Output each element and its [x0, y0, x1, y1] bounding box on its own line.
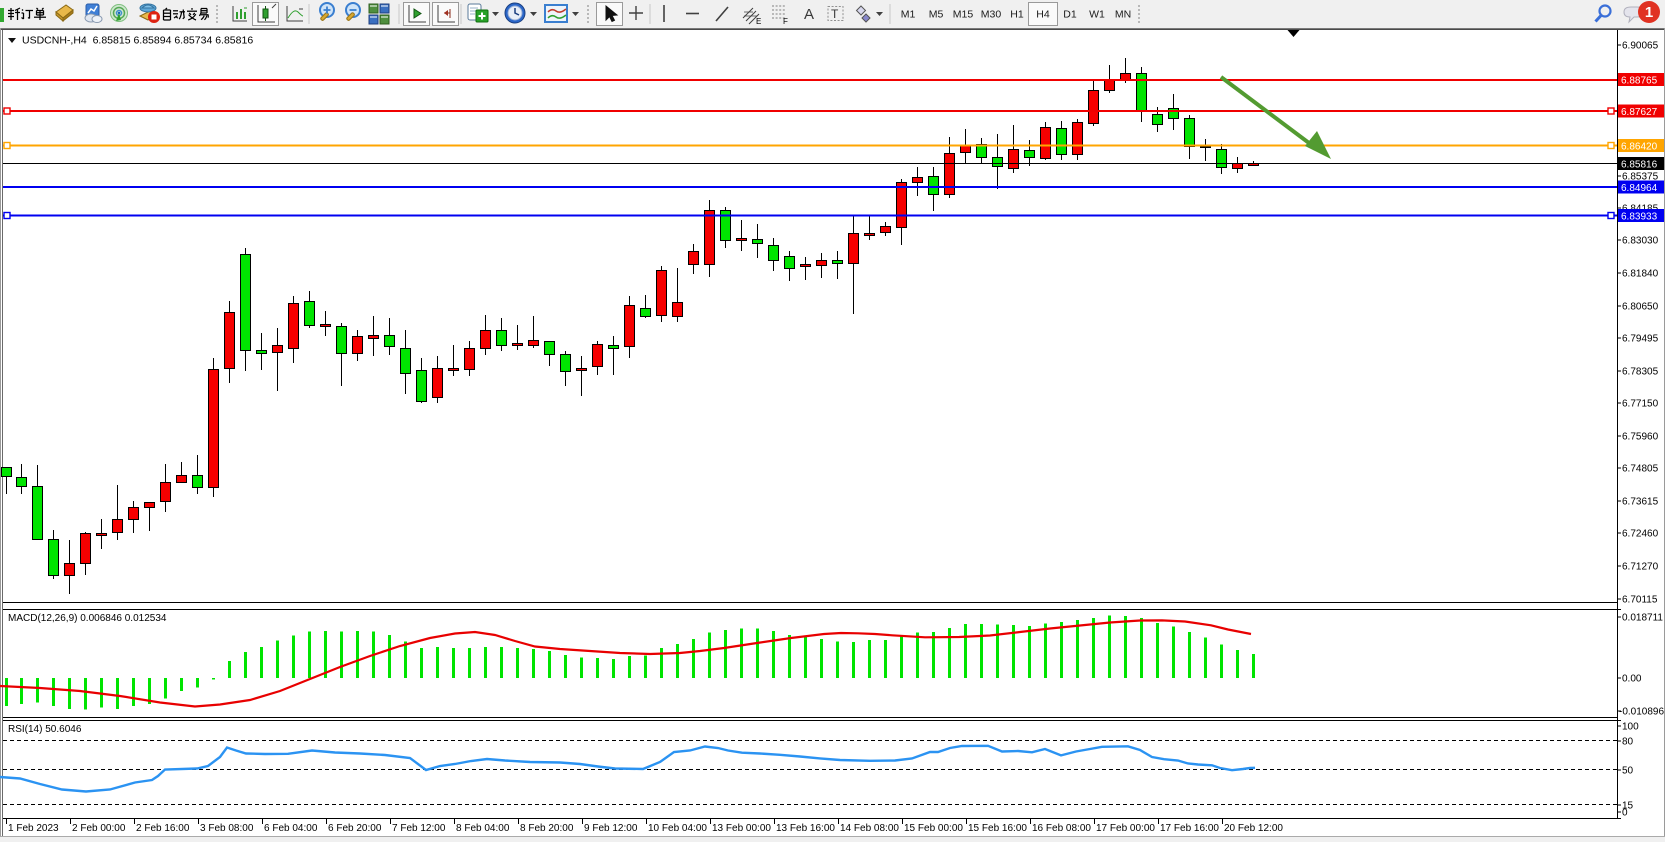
svg-text:6.87627: 6.87627 [1621, 107, 1658, 118]
svg-text:6.84964: 6.84964 [1621, 183, 1658, 194]
svg-text:MACD(12,26,9) 0.006846 0.01253: MACD(12,26,9) 0.006846 0.012534 [8, 613, 167, 624]
svg-text:6.83030: 6.83030 [1622, 236, 1659, 247]
svg-text:80: 80 [1622, 737, 1634, 748]
svg-text:3 Feb 08:00: 3 Feb 08:00 [200, 823, 254, 834]
svg-text:1: 1 [1645, 4, 1653, 21]
svg-text:W1: W1 [1089, 9, 1105, 21]
svg-text:15 Feb 00:00: 15 Feb 00:00 [904, 823, 963, 834]
svg-text:6.80650: 6.80650 [1622, 302, 1659, 313]
svg-text:6.79495: 6.79495 [1622, 334, 1659, 345]
svg-text:2 Feb 16:00: 2 Feb 16:00 [136, 823, 190, 834]
svg-text:13 Feb 00:00: 13 Feb 00:00 [712, 823, 771, 834]
svg-text:6.86420: 6.86420 [1621, 142, 1658, 153]
svg-text:2 Feb 00:00: 2 Feb 00:00 [72, 823, 126, 834]
svg-text:6.90065: 6.90065 [1622, 41, 1659, 52]
svg-text:6.75960: 6.75960 [1622, 432, 1659, 443]
svg-text:M15: M15 [953, 9, 974, 21]
svg-text:M30: M30 [981, 9, 1002, 21]
svg-text:M1: M1 [901, 9, 916, 21]
svg-text:6.88765: 6.88765 [1621, 76, 1658, 87]
svg-text:15 Feb 16:00: 15 Feb 16:00 [968, 823, 1027, 834]
svg-text:0.00: 0.00 [1622, 674, 1642, 685]
svg-text:6.77150: 6.77150 [1622, 399, 1659, 410]
svg-text:16 Feb 08:00: 16 Feb 08:00 [1032, 823, 1091, 834]
svg-text:6.83933: 6.83933 [1621, 212, 1658, 223]
svg-text:USDCNH-,H4 6.85815 6.85894 6.: USDCNH-,H4 6.85815 6.85894 6.85734 6.858… [22, 35, 253, 47]
svg-text:6.71270: 6.71270 [1622, 562, 1659, 573]
svg-text:A: A [804, 6, 814, 23]
svg-text:50: 50 [1622, 766, 1634, 777]
svg-text:-0.010896: -0.010896 [1619, 707, 1664, 718]
svg-text:1 Feb 2023: 1 Feb 2023 [8, 823, 59, 834]
svg-text:8 Feb 20:00: 8 Feb 20:00 [520, 823, 574, 834]
svg-text:6 Feb 04:00: 6 Feb 04:00 [264, 823, 318, 834]
svg-text:6.78305: 6.78305 [1622, 367, 1659, 378]
svg-text:20 Feb 12:00: 20 Feb 12:00 [1224, 823, 1283, 834]
svg-text:6.72460: 6.72460 [1622, 529, 1659, 540]
svg-text:6.74805: 6.74805 [1622, 464, 1659, 475]
svg-text:E: E [756, 17, 761, 26]
svg-text:100: 100 [1622, 722, 1639, 733]
svg-text:6 Feb 20:00: 6 Feb 20:00 [328, 823, 382, 834]
svg-text:15: 15 [1622, 801, 1634, 812]
svg-text:M5: M5 [929, 9, 944, 21]
svg-text:T: T [831, 7, 839, 21]
svg-text:17 Feb 00:00: 17 Feb 00:00 [1096, 823, 1155, 834]
svg-text:13 Feb 16:00: 13 Feb 16:00 [776, 823, 835, 834]
svg-text:F: F [783, 17, 788, 26]
svg-text:6.85816: 6.85816 [1621, 160, 1658, 171]
svg-text:H1: H1 [1010, 9, 1024, 21]
svg-text:9 Feb 12:00: 9 Feb 12:00 [584, 823, 638, 834]
svg-text:MN: MN [1115, 9, 1131, 21]
svg-text:0.018711: 0.018711 [1622, 613, 1663, 624]
svg-text:0: 0 [1622, 808, 1628, 819]
svg-text:17 Feb 16:00: 17 Feb 16:00 [1160, 823, 1219, 834]
svg-text:8 Feb 04:00: 8 Feb 04:00 [456, 823, 510, 834]
svg-text:H4: H4 [1036, 9, 1050, 21]
svg-text:6.85375: 6.85375 [1622, 172, 1659, 183]
svg-text:RSI(14) 50.6046: RSI(14) 50.6046 [8, 724, 82, 735]
svg-text:D1: D1 [1063, 9, 1077, 21]
svg-text:10 Feb 04:00: 10 Feb 04:00 [648, 823, 707, 834]
svg-text:7 Feb 12:00: 7 Feb 12:00 [392, 823, 446, 834]
svg-text:6.81840: 6.81840 [1622, 269, 1659, 280]
svg-text:6.70115: 6.70115 [1622, 595, 1658, 606]
svg-text:6.73615: 6.73615 [1622, 497, 1659, 508]
svg-text:14 Feb 08:00: 14 Feb 08:00 [840, 823, 899, 834]
